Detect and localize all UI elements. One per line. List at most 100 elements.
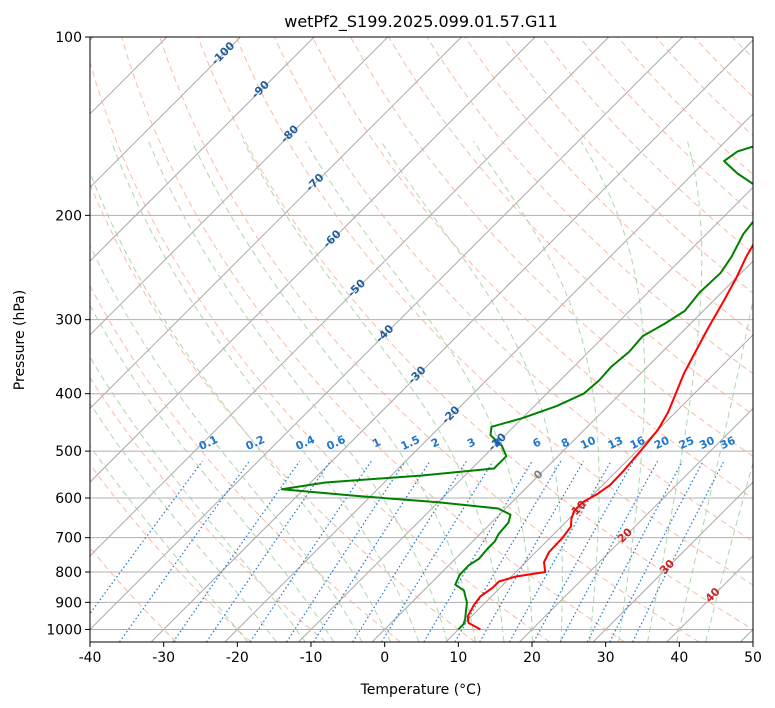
temperature-profile: [466, 243, 753, 631]
mixing-ratio-label: 0.2: [244, 433, 267, 453]
y-tick-label: 500: [55, 444, 82, 460]
moist-adiabat-line: [580, 141, 646, 642]
mixing-ratio-label: 16: [628, 434, 648, 452]
mixing-ratio-label: 36: [718, 434, 738, 452]
mixing-ratio-label: 10: [578, 434, 598, 452]
moist-adiabat-line: [705, 461, 753, 642]
y-tick-label: 800: [55, 565, 82, 581]
dry-adiabat-line: [159, 37, 700, 642]
mixing-ratio-line: [249, 460, 372, 642]
mixing-ratio-line: [381, 460, 494, 642]
y-tick-label: 900: [55, 595, 82, 611]
moist-adiabat-line: [676, 296, 753, 642]
moist-adiabat-line: [90, 356, 306, 642]
isotherm-label: 30: [657, 557, 677, 577]
mixing-ratio-line: [119, 460, 250, 642]
mixing-ratio-line: [352, 460, 467, 642]
isotherm-line: [90, 37, 683, 631]
y-tick-label: 100: [55, 30, 82, 46]
dry-adiabat-line: [90, 463, 252, 642]
isotherm-line: [90, 37, 389, 336]
y-tick-label: 400: [55, 387, 82, 403]
dry-adiabat-line: [350, 37, 753, 458]
mixing-ratio-line: [533, 460, 634, 642]
x-axis: -40 -30 -20 -10 0 10 20 30 40 50: [79, 642, 762, 666]
mixing-ratio-label: 8: [559, 435, 571, 450]
x-tick-label: -30: [152, 650, 175, 666]
mixing-ratio-line: [454, 460, 562, 642]
moist-adiabat-line: [380, 141, 563, 642]
dry-adiabat-line: [502, 37, 753, 294]
x-tick-label: 0: [380, 650, 389, 666]
isotherm-label: -50: [345, 276, 368, 299]
dewpoint-profile: [280, 145, 753, 631]
isotherm-label: -60: [321, 227, 344, 250]
mixing-ratio-label: 0.4: [294, 433, 317, 453]
y-tick-label: 600: [55, 491, 82, 507]
moist-adiabat-line: [90, 402, 277, 642]
dry-adiabat-line: [90, 60, 551, 642]
mixing-ratio-label: 20: [652, 434, 672, 452]
mixing-ratio-label: 1: [370, 435, 382, 450]
moist-adiabat-line: [647, 141, 703, 642]
dry-adiabat-line: [693, 37, 753, 98]
x-tick-label: 50: [744, 650, 762, 666]
isotherm-line: [371, 260, 753, 642]
mixing-ratio-label: 30: [697, 434, 717, 452]
mixing-ratio-line: [286, 460, 406, 642]
isotherm-label: -90: [249, 78, 272, 101]
isotherm-line: [224, 113, 753, 642]
mixing-ratio-label: 0.1: [197, 433, 220, 453]
dry-adiabat-line: [541, 37, 753, 254]
isotherm-line: [666, 555, 753, 642]
moist-adiabat-line: [473, 141, 600, 642]
series-layer: [280, 145, 753, 631]
mixing-ratio-line: [559, 460, 659, 642]
mixing-ratio-label: 0.6: [324, 433, 347, 453]
isotherm-label: -10: [486, 430, 509, 453]
mixing-ratio-line: [312, 460, 431, 642]
isotherm-line: [592, 481, 753, 642]
dry-adiabat-line: [197, 37, 753, 630]
x-axis-label: Temperature (°C): [360, 682, 482, 698]
mixing-ratio-label: 6: [531, 435, 544, 450]
x-tick-label: -40: [79, 650, 102, 666]
reference-lines: [90, 37, 753, 642]
isotherm-line: [90, 37, 536, 483]
isotherm-line: [90, 37, 610, 557]
mixing-ratio-label: 25: [677, 434, 696, 452]
x-tick-label: -10: [300, 650, 323, 666]
y-tick-label: 300: [55, 313, 82, 329]
isotherm-line: [519, 407, 753, 642]
dry-adiabat-line: [273, 37, 753, 543]
moist-adiabat-line: [191, 141, 476, 642]
moist-adiabat-line: [243, 141, 505, 642]
dry-adiabat-line: [90, 182, 476, 642]
mixing-ratio-line: [632, 460, 725, 642]
y-axis-label: Pressure (hPa): [12, 290, 28, 390]
dry-adiabat-line: [311, 37, 753, 500]
isotherm-line: [740, 628, 753, 642]
mixing-ratio-line: [479, 460, 585, 642]
x-tick-label: 40: [670, 650, 688, 666]
x-tick-label: 30: [597, 650, 615, 666]
isotherm-label: -40: [373, 322, 396, 345]
dry-adiabat-line: [617, 37, 753, 176]
moist-adiabat-line: [304, 141, 533, 642]
moist-adiabat-line: [110, 141, 420, 642]
dry-adiabat-line: [90, 284, 401, 642]
isotherm-label: -70: [303, 171, 326, 194]
moist-adiabat-line: [148, 141, 448, 642]
dry-adiabat-line: [655, 37, 753, 137]
isotherm-line: [150, 39, 753, 642]
isotherm-label: 0: [531, 467, 546, 482]
isotherm-line: [90, 37, 462, 410]
isotherm-label: -30: [405, 363, 428, 386]
mixing-ratio-line: [586, 460, 684, 642]
isotherm-label: -100: [209, 39, 238, 68]
y-tick-label: 200: [55, 208, 82, 224]
chart-title: wetPf2_S199.2025.099.01.57.G11: [284, 12, 558, 32]
isotherm-label: -20: [439, 403, 462, 426]
x-tick-label: -20: [226, 650, 249, 666]
